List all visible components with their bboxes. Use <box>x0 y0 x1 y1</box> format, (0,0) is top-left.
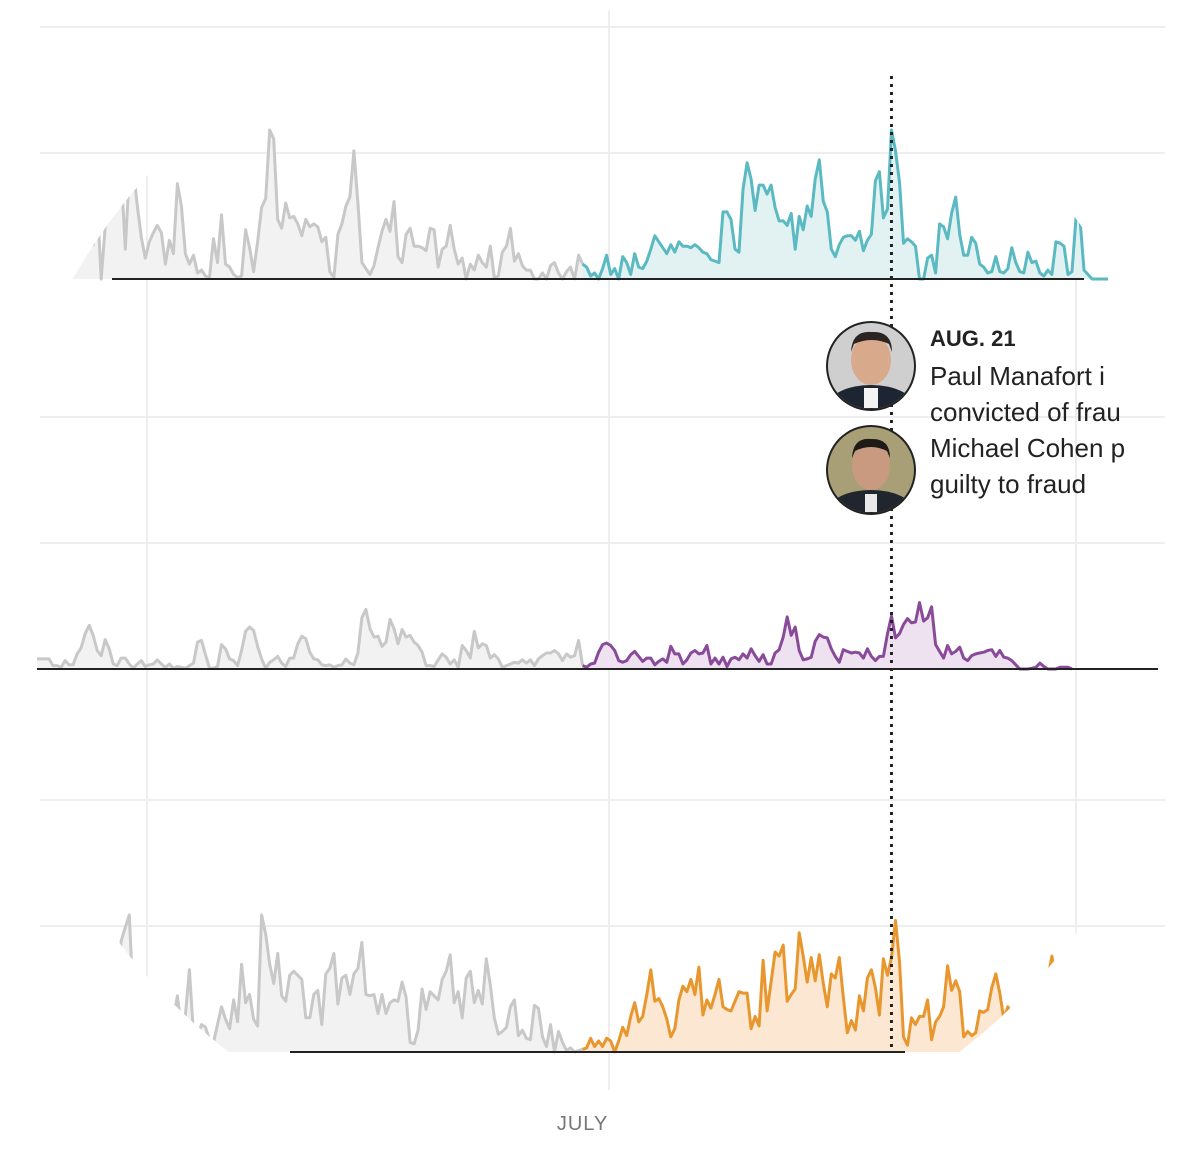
annotation-line-1: Paul Manafort i <box>930 361 1105 391</box>
annotation-line-2: convicted of frau <box>930 397 1121 427</box>
x-tick-label: JULY <box>557 1113 608 1135</box>
panel-3-area-before <box>37 915 583 1052</box>
panel-3-line-before <box>37 913 584 1054</box>
grid-layer <box>40 10 1165 1090</box>
series-layer <box>35 128 1109 1054</box>
series-panel-3 <box>37 913 1102 1054</box>
panel-1-area-after <box>582 130 1109 279</box>
manafort-portrait-icon <box>826 321 916 411</box>
panel-2-area-after <box>582 602 1072 669</box>
panel-2-line-after <box>582 601 1073 671</box>
panel-1-line-after <box>581 128 1109 281</box>
cohen-portrait-icon <box>826 425 916 515</box>
panel-2-line-before <box>37 607 585 670</box>
annotation-date: AUG. 21 <box>930 326 1016 351</box>
axis-layer <box>37 278 1158 1053</box>
event-annotation: AUG. 21 Paul Manafort i convicted of fra… <box>930 326 1188 502</box>
annotation-line-4: guilty to fraud <box>930 469 1087 499</box>
panel-1-area-before <box>37 130 583 279</box>
series-panel-2 <box>37 601 1073 671</box>
annotation-line-3: Michael Cohen p <box>930 433 1126 463</box>
